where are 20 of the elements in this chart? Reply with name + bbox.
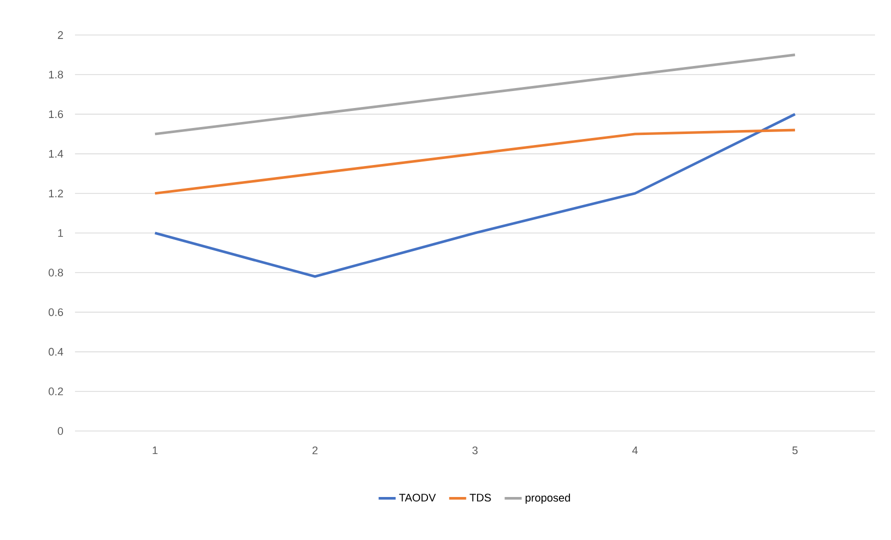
y-tick-label: 1.8	[49, 70, 63, 78]
y-tick-label: 0.2	[48, 388, 63, 396]
y-tick-label: 1.6	[49, 110, 63, 118]
y-tick-label: 2	[58, 31, 63, 39]
x-tick-label: 4	[632, 446, 638, 454]
y-tick-label: 0.8	[48, 268, 63, 276]
y-tick-label: 0.6	[48, 308, 63, 316]
y-tick-label: 1	[58, 229, 63, 237]
y-tick-label: 1.2	[49, 190, 63, 198]
x-tick-label: 2	[312, 446, 318, 454]
y-tick-label: 0	[58, 427, 64, 435]
y-tick-label: 1.4	[49, 150, 64, 158]
x-tick-label: 1	[152, 446, 158, 454]
legend-label: proposed	[526, 494, 570, 504]
y-tick-label: 0.4	[48, 348, 64, 356]
line-series	[154, 112, 796, 278]
x-tick-label: 5	[792, 446, 798, 454]
x-tick-label: 3	[472, 446, 478, 454]
legend-label: TAODV	[399, 494, 436, 502]
legend-label: TDS	[470, 494, 491, 502]
